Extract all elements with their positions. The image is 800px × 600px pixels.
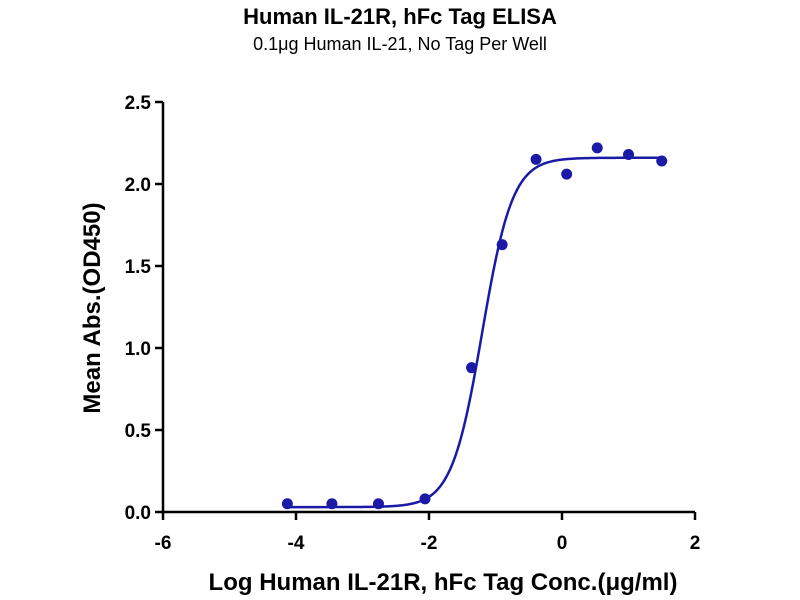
data-point bbox=[326, 498, 338, 510]
y-tick-label: 0.0 bbox=[125, 503, 151, 524]
y-tick-label: 2.0 bbox=[125, 175, 151, 196]
y-axis-title: Mean Abs.(OD450) bbox=[79, 202, 106, 413]
x-tick-label: -4 bbox=[288, 533, 305, 554]
y-tick-label: 1.5 bbox=[125, 257, 152, 278]
tick-labels: 0.0 0.5 1.0 1.5 2.0 2.5 -6 -4 -2 0 2 bbox=[125, 93, 701, 554]
data-point bbox=[656, 155, 668, 167]
data-point bbox=[496, 239, 508, 251]
data-point bbox=[623, 148, 634, 160]
data-points bbox=[281, 142, 668, 510]
chart-title: Human IL-21R, hFc Tag ELISA bbox=[243, 4, 557, 29]
data-point bbox=[281, 498, 293, 510]
axes bbox=[155, 100, 697, 520]
x-tick-label: -6 bbox=[155, 533, 172, 554]
data-point bbox=[561, 168, 573, 180]
x-tick-label: 2 bbox=[690, 533, 701, 554]
x-axis-title: Log Human IL-21R, hFc Tag Conc.(μg/ml) bbox=[209, 569, 678, 596]
y-tick-label: 1.0 bbox=[125, 339, 151, 360]
y-tick-label: 0.5 bbox=[125, 421, 152, 442]
chart-subtitle: 0.1μg Human IL-21, No Tag Per Well bbox=[253, 34, 547, 54]
data-point bbox=[466, 362, 478, 374]
data-point bbox=[419, 493, 431, 505]
data-point bbox=[591, 142, 603, 154]
fit-curve-group bbox=[287, 156, 662, 509]
x-tick-label: -2 bbox=[421, 533, 438, 554]
fit-curve bbox=[287, 156, 662, 509]
x-tick-label: 0 bbox=[557, 533, 568, 554]
y-tick-label: 2.5 bbox=[125, 93, 152, 114]
data-point bbox=[530, 153, 542, 165]
data-point bbox=[372, 498, 384, 510]
